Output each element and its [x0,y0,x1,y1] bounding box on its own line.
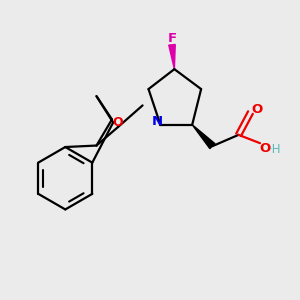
Polygon shape [169,44,175,69]
Polygon shape [192,125,215,148]
Text: ·H: ·H [269,142,282,156]
Text: F: F [167,32,177,45]
Text: O: O [260,142,271,155]
Text: O: O [251,103,262,116]
Text: O: O [113,116,124,129]
Text: N: N [151,115,162,128]
